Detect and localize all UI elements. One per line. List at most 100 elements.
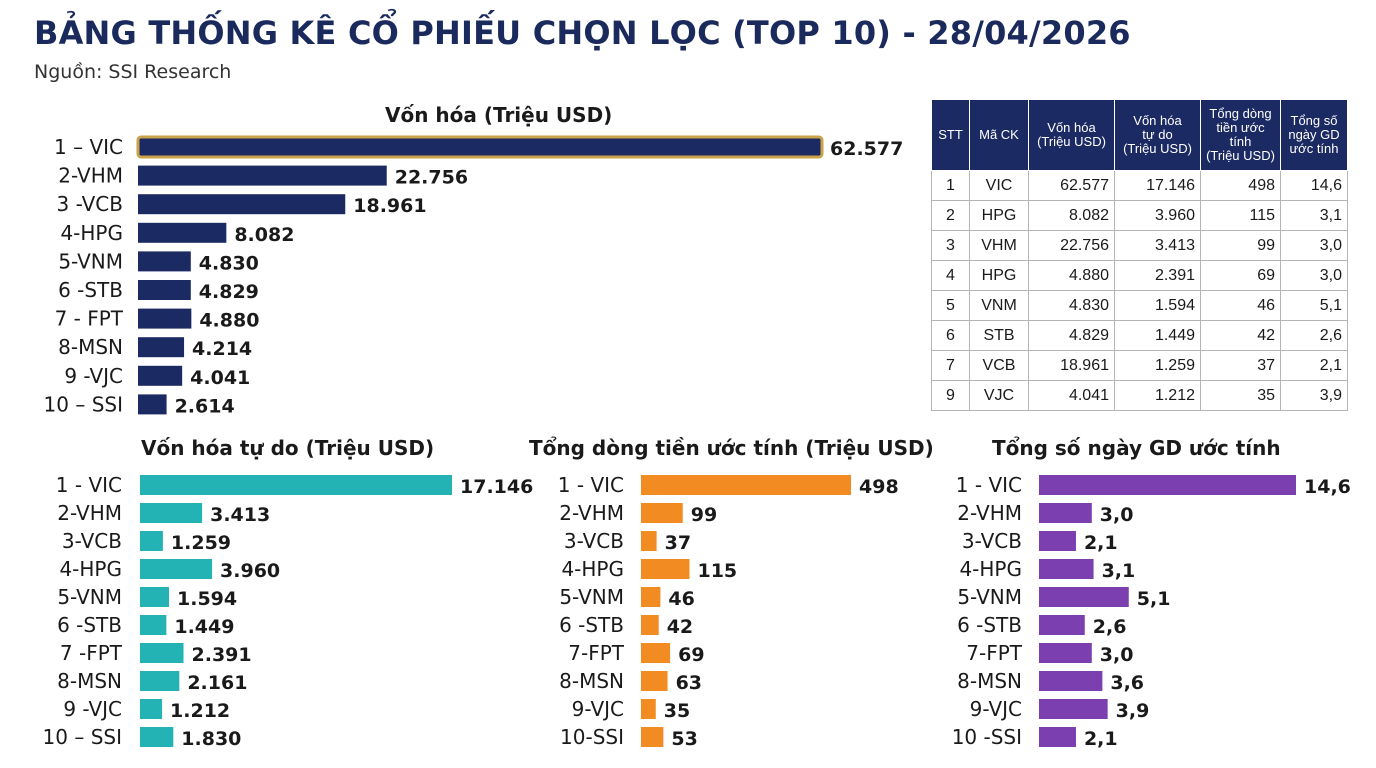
bar-cash_flow (641, 531, 657, 551)
category-label: 1 - VIC (558, 473, 624, 497)
category-label: 8-MSN (957, 669, 1022, 693)
table-cell: 99 (1200, 230, 1281, 261)
table-cell: 46 (1200, 290, 1281, 321)
market-cap-bar-chart: 1 – VIC 62.577 2-VHM 22.756 3 -VCB 18.961 4-HP… (44, 135, 904, 417)
table-header-row: STT Mã CK Vốn hóa (Triệu USD) Vốn hóa tự do (T… (931, 99, 1348, 171)
bar-free_float (140, 727, 174, 747)
category-label: 8-MSN (58, 335, 123, 359)
trading-days-chart-title: Tổng số ngày GD ước tính (992, 436, 1281, 460)
category-label: 5-VNM (957, 585, 1022, 609)
table-cell: 35 (1200, 380, 1281, 411)
table-cell: 4.041 (1028, 380, 1115, 411)
bar-free_float (140, 671, 180, 691)
value-label: 115 (697, 560, 737, 582)
table-cell: 42 (1200, 320, 1281, 351)
category-label: 10 – SSI (43, 725, 122, 749)
table-cell: 3.960 (1114, 200, 1201, 231)
category-label: 1 - VIC (56, 473, 122, 497)
table-header-cell: STT (931, 99, 970, 171)
table-cell: VIC (969, 170, 1029, 201)
table-cell: 4.880 (1028, 260, 1115, 291)
category-label: 5-VNM (57, 585, 122, 609)
bar-free_float (140, 503, 203, 523)
table-cell: 9 (931, 380, 970, 411)
category-label: 2-VHM (559, 501, 624, 525)
bar-cash_flow (641, 559, 690, 579)
table-cell: 14,6 (1280, 170, 1348, 201)
table-row: 3 VHM 22.756 3.413 99 3,0 (931, 230, 1348, 261)
table-cell: 4.830 (1028, 290, 1115, 321)
value-label: 1.449 (174, 616, 234, 638)
value-label: 3,6 (1110, 672, 1144, 694)
value-label: 2.161 (187, 672, 247, 694)
category-label: 10-SSI (560, 725, 624, 749)
bar-free_float (140, 587, 170, 607)
value-label: 4.830 (199, 252, 259, 274)
table-row: 7 VCB 18.961 1.259 37 2,1 (931, 350, 1348, 381)
table-cell: 2,1 (1280, 350, 1348, 381)
category-label: 8-MSN (57, 669, 122, 693)
category-label: 7 -FPT (60, 641, 123, 665)
table-cell: 69 (1200, 260, 1281, 291)
table-header-cell: Vốn hóa (Triệu USD) (1028, 99, 1115, 171)
bar-cash_flow (641, 615, 659, 635)
value-label: 35 (664, 700, 690, 722)
table-cell: 2.391 (1114, 260, 1201, 291)
category-label: 1 - VIC (956, 473, 1022, 497)
category-label: 2-VHM (57, 501, 122, 525)
bar-trading_days (1039, 643, 1092, 663)
bar-market_cap (138, 365, 183, 386)
category-label: 3 -VCB (57, 192, 124, 216)
value-label: 3,0 (1100, 644, 1134, 666)
bar-trading_days (1039, 559, 1094, 579)
bar-trading_days (1039, 727, 1076, 747)
table-cell: 7 (931, 350, 970, 381)
value-label: 99 (691, 504, 717, 526)
bar-cash_flow (641, 587, 661, 607)
table-cell: 498 (1200, 170, 1281, 201)
table-cell: 1.212 (1114, 380, 1201, 411)
category-label: 9 -VJC (64, 364, 123, 388)
value-label: 4.829 (199, 281, 259, 303)
table-header-cell: Vốn hóa tự do (Triệu USD) (1114, 99, 1201, 171)
table-cell: 22.756 (1028, 230, 1115, 261)
value-label: 3.413 (210, 504, 270, 526)
category-label: 4-HPG (59, 557, 122, 581)
table-cell: 5,1 (1280, 290, 1348, 321)
bar-market_cap (138, 194, 346, 215)
source-note: Nguồn: SSI Research (34, 61, 232, 83)
bar-trading_days (1039, 475, 1296, 495)
table-cell: 5 (931, 290, 970, 321)
table-cell: 115 (1200, 200, 1281, 231)
table-cell: 18.961 (1028, 350, 1115, 381)
category-label: 4-HPG (60, 221, 123, 245)
category-label: 3-VCB (564, 529, 624, 553)
category-label: 3-VCB (62, 529, 122, 553)
category-label: 10 – SSI (44, 392, 123, 416)
bar-market_cap (138, 251, 191, 272)
category-label: 9-VJC (970, 697, 1022, 721)
table-cell: 1.259 (1114, 350, 1201, 381)
bar-cash_flow (641, 671, 668, 691)
bar-cash_flow (641, 503, 683, 523)
table-row: 4 HPG 4.880 2.391 69 3,0 (931, 260, 1348, 291)
bar-market_cap (138, 280, 191, 300)
value-label: 3,0 (1100, 504, 1134, 526)
value-label: 46 (668, 588, 694, 610)
table-cell: 37 (1200, 350, 1281, 381)
table-header-cell: Tổng số ngày GD ước tính (1280, 99, 1348, 171)
table-cell: HPG (969, 200, 1029, 231)
table-cell: 62.577 (1028, 170, 1115, 201)
bar-cash_flow (641, 699, 656, 719)
category-label: 9 -VJC (63, 697, 122, 721)
value-label: 4.041 (190, 367, 250, 389)
value-label: 1.830 (181, 728, 241, 750)
table-cell: 6 (931, 320, 970, 351)
bar-cash_flow (641, 475, 851, 495)
category-label: 5-VNM (559, 585, 624, 609)
value-label: 63 (676, 672, 702, 694)
table-cell: 2,6 (1280, 320, 1348, 351)
value-label: 18.961 (353, 195, 426, 217)
bar-free_float (140, 699, 163, 719)
table-row: 2 HPG 8.082 3.960 115 3,1 (931, 200, 1348, 231)
